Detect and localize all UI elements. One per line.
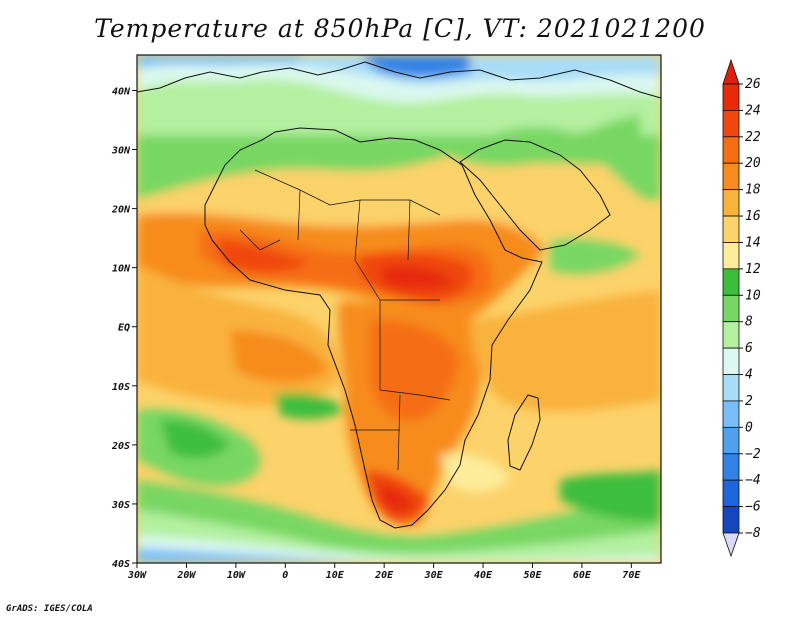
colorbar-label: 4 <box>745 368 753 383</box>
colorbar-label: 18 <box>745 183 761 198</box>
colorbar-label: 2 <box>745 394 753 409</box>
lat-tick-label: 40N <box>112 86 131 97</box>
coastlines <box>137 61 661 529</box>
lon-tick-label: 30E <box>424 570 444 581</box>
colorbar-swatch <box>722 242 740 270</box>
colorbar-swatch <box>722 162 740 191</box>
colorbar-label: 16 <box>745 209 761 224</box>
colorbar-swatch <box>722 479 740 507</box>
colorbar-label: 24 <box>745 103 761 118</box>
map-title: Temperature at 850hPa [C], VT: 202102120… <box>94 14 706 43</box>
colorbar-swatch <box>722 268 740 296</box>
colorbar-label: 20 <box>745 156 761 171</box>
colorbar-label: 10 <box>745 288 761 303</box>
lon-tick-label: 20E <box>374 570 394 581</box>
colorbar-swatch <box>722 374 740 402</box>
africa-coastline <box>204 127 543 529</box>
colorbar-swatch <box>722 426 740 455</box>
madagascar-coastline <box>507 394 541 471</box>
colorbar-label: −6 <box>745 500 761 515</box>
lon-tick-label: 0 <box>282 570 288 581</box>
colorbar-swatch <box>722 215 740 243</box>
colorbar-bottom-arrow <box>722 532 740 558</box>
lon-tick-label: 10W <box>227 570 246 581</box>
temperature-field <box>137 55 661 563</box>
plot-frame <box>136 54 662 564</box>
colorbar-label: 14 <box>745 235 761 250</box>
colorbar-top-arrow <box>722 58 740 85</box>
country-borders <box>239 169 451 471</box>
colorbar-label: −2 <box>745 447 761 462</box>
colorbar-swatch <box>722 400 740 428</box>
colorbar-label: 22 <box>745 130 761 145</box>
colorbar-label: −4 <box>745 473 761 488</box>
lat-tick-label: 10S <box>112 382 130 393</box>
colorbar-swatch <box>722 110 740 138</box>
colorbar-swatch <box>722 294 740 323</box>
arabia-coastline <box>459 139 611 251</box>
axis-ticks: 30W 20W 10W 0 10E 20E 30E 40E 50E 60E 70E 40N 30N 20N… <box>111 86 641 581</box>
colorbar-swatch <box>722 83 740 111</box>
lat-tick-label: 40S <box>112 559 130 570</box>
lon-tick-label: 20W <box>176 570 196 581</box>
lon-tick-label: 40E <box>474 570 493 581</box>
lat-tick-label: 10N <box>112 264 131 275</box>
europe-coastline <box>137 61 661 99</box>
lat-tick-label: 30N <box>111 146 131 157</box>
lon-tick-label: 10E <box>326 570 345 581</box>
colorbar-swatch <box>722 136 740 164</box>
colorbar-swatch <box>722 506 740 534</box>
colorbar-label: −8 <box>745 526 761 541</box>
lon-tick-label: 30W <box>127 570 147 581</box>
lat-tick-label: 20S <box>111 441 130 452</box>
colorbar-label: 8 <box>745 315 753 330</box>
lat-tick-label: 20N <box>111 205 131 216</box>
colorbar-label: 0 <box>745 420 753 435</box>
credit-label: GrADS: IGES/COLA <box>6 604 93 614</box>
colorbar-swatch <box>722 453 740 481</box>
lon-tick-label: 60E <box>573 570 592 581</box>
colorbar-label: 12 <box>745 262 761 277</box>
colorbar-swatch <box>722 189 740 217</box>
lon-tick-label: 50E <box>523 570 542 581</box>
lat-tick-label: 30S <box>111 500 130 511</box>
lon-tick-label: 70E <box>622 570 641 581</box>
colorbar-swatch <box>722 347 740 375</box>
lat-tick-label: EQ <box>118 323 130 334</box>
colorbar-swatch <box>722 321 740 349</box>
colorbar-label: 6 <box>745 341 753 356</box>
colorbar-label: 26 <box>745 77 761 92</box>
